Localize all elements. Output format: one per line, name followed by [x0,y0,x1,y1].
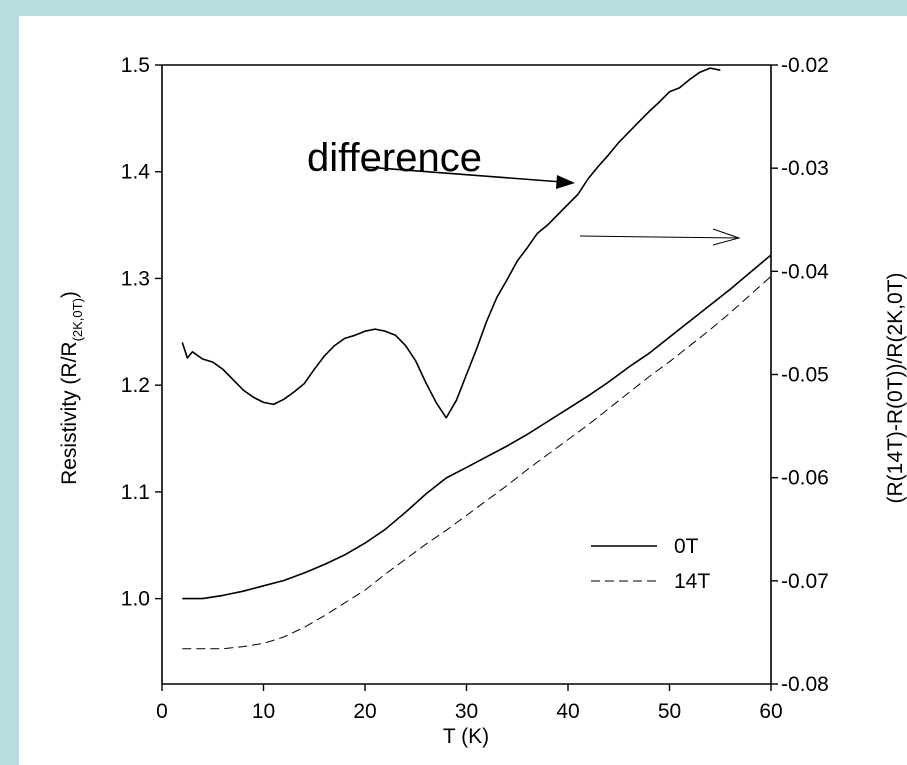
y2-tick-label-5: -0.03 [781,157,829,180]
y2-tick-label-4: -0.04 [781,260,829,283]
y-axis-title-subscript: (2K,0T) [70,298,85,341]
annotation-arrow-line [365,166,563,183]
y2-tick-label-2: -0.06 [781,467,829,490]
ticks [155,64,778,691]
annotation-arrowhead [556,175,575,189]
x-tick-label-2: 20 [353,700,376,723]
legend-14t-label: 14T [674,570,710,593]
y2-tick-label-0: -0.08 [781,673,829,696]
legend: 0T 14T [591,535,710,593]
legend-0t-label: 0T [674,535,699,558]
y2-tick-label-3: -0.05 [781,364,829,387]
figure-panel: 0 10 20 30 40 50 60 1.0 1.1 1.2 1.3 1.4 1.5 -0.08 -0.0… [19,16,907,765]
chart: 0 10 20 30 40 50 60 1.0 1.1 1.2 1.3 1.4 1.5 -0.08 -0.0… [58,54,907,748]
y2-axis-title: (R(14T)-R(0T))/R(2K,0T) [884,273,907,504]
x-tick-label-3: 30 [455,700,478,723]
x-tick-label-0: 0 [156,700,168,723]
tick-labels: 0 10 20 30 40 50 60 1.0 1.1 1.2 1.3 1.4 1.5 -0.08 -0.0… [121,54,829,723]
y-tick-label-5: 1.5 [121,54,150,77]
x-tick-label-5: 50 [658,700,681,723]
series-difference-line [181,67,721,419]
y-tick-label-1: 1.1 [121,481,150,504]
x-tick-label-4: 40 [556,700,579,723]
series-14t-line [182,275,772,650]
y-tick-label-4: 1.4 [121,161,151,184]
y-tick-label-2: 1.2 [121,374,150,397]
y-tick-label-3: 1.3 [121,267,150,290]
x-axis-title: T (K) [443,725,489,748]
right-axis-arrowhead [712,228,741,246]
y-axis-title-main: Resistivity (R/R [58,341,81,485]
y-tick-label-0: 1.0 [121,588,150,611]
annotation-difference: difference [307,136,482,180]
x-tick-label-1: 10 [252,700,275,723]
y-axis-title-close: ) [58,291,81,298]
right-axis-arrow-line [579,235,740,239]
series-0t-line [182,254,772,600]
y2-tick-label-1: -0.07 [781,570,829,593]
y-axis-title: Resistivity (R/R(2K,0T)) [58,291,85,485]
x-tick-label-6: 60 [759,700,782,723]
series-layer [181,67,772,650]
y2-tick-label-6: -0.02 [781,54,829,77]
